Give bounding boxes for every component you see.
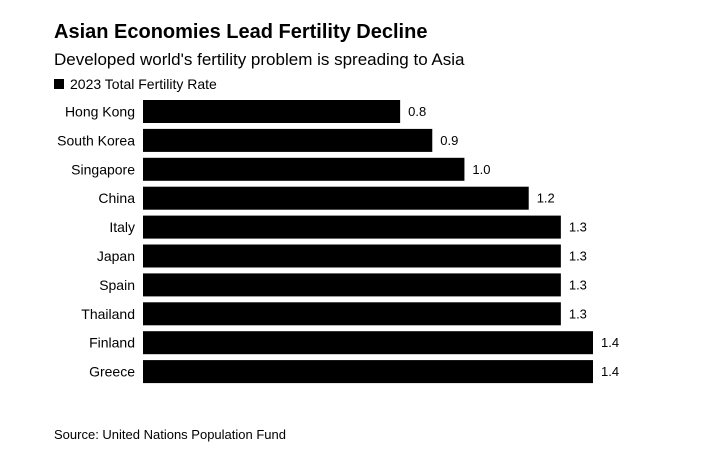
bar bbox=[143, 360, 593, 384]
category-label: Finland bbox=[89, 335, 135, 351]
value-label: 0.9 bbox=[440, 133, 458, 148]
value-label: 1.4 bbox=[601, 335, 619, 350]
legend-label: 2023 Total Fertility Rate bbox=[70, 76, 217, 92]
category-label: Hong Kong bbox=[65, 104, 135, 120]
bar bbox=[143, 157, 465, 181]
category-label: Spain bbox=[99, 277, 135, 293]
chart-title: Asian Economies Lead Fertility Decline bbox=[54, 21, 428, 43]
value-label: 0.8 bbox=[408, 104, 426, 119]
category-label: South Korea bbox=[57, 132, 135, 148]
bar bbox=[143, 273, 561, 297]
value-label: 1.4 bbox=[601, 364, 619, 379]
bar bbox=[143, 331, 593, 355]
bar bbox=[143, 215, 561, 239]
bar bbox=[143, 100, 401, 123]
category-label: Japan bbox=[97, 248, 135, 264]
category-label: Greece bbox=[89, 364, 135, 380]
category-label: Thailand bbox=[81, 306, 135, 322]
value-label: 1.3 bbox=[569, 249, 587, 264]
category-label: China bbox=[98, 190, 135, 206]
bar bbox=[143, 186, 529, 210]
value-label: 1.0 bbox=[472, 162, 490, 177]
category-label: Italy bbox=[109, 219, 135, 235]
value-label: 1.3 bbox=[569, 277, 587, 292]
bar bbox=[143, 244, 561, 268]
legend-swatch bbox=[54, 79, 64, 89]
value-label: 1.2 bbox=[537, 191, 555, 206]
category-label: Singapore bbox=[71, 161, 135, 177]
value-label: 1.3 bbox=[569, 220, 587, 235]
chart-subtitle: Developed world's fertility problem is s… bbox=[54, 50, 465, 69]
bar bbox=[143, 128, 433, 152]
legend: 2023 Total Fertility Rate bbox=[54, 75, 217, 93]
value-label: 1.3 bbox=[569, 306, 587, 321]
bar bbox=[143, 302, 561, 326]
source-note: Source: United Nations Population Fund bbox=[54, 427, 286, 442]
